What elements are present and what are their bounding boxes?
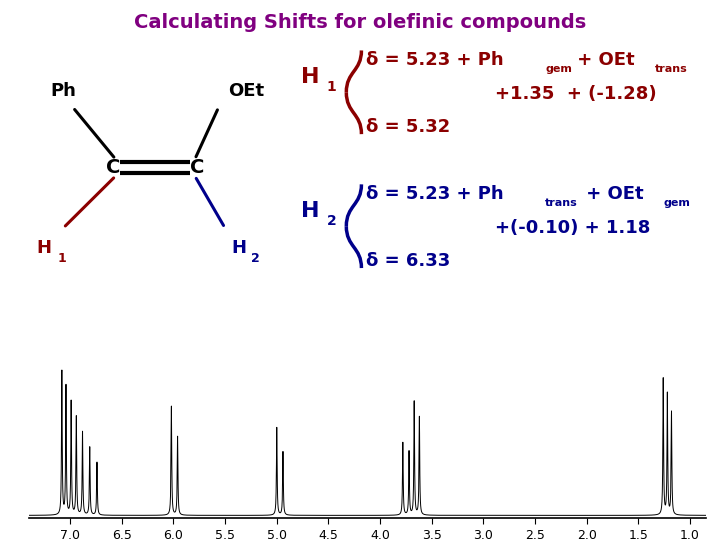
Text: Ph: Ph [50,82,76,99]
Text: δ = 6.33: δ = 6.33 [366,252,450,271]
Text: + OEt: + OEt [580,185,643,204]
Text: C: C [190,158,204,177]
Text: H: H [232,239,247,257]
Text: H: H [37,239,52,257]
Text: δ = 5.23 + Ph: δ = 5.23 + Ph [366,185,503,204]
Text: OEt: OEt [228,82,264,99]
Text: gem: gem [664,198,690,208]
Text: H: H [301,67,320,87]
Text: 2: 2 [251,252,259,265]
Text: +1.35  + (-1.28): +1.35 + (-1.28) [495,85,657,103]
Text: trans: trans [545,198,577,208]
Text: C: C [106,158,120,177]
Text: 2: 2 [327,214,337,228]
Text: 1: 1 [58,252,66,265]
Text: +(-0.10) + 1.18: +(-0.10) + 1.18 [495,219,651,237]
Text: + OEt: + OEt [571,51,634,70]
Text: gem: gem [545,64,572,74]
Text: δ = 5.23 + Ph: δ = 5.23 + Ph [366,51,503,70]
Text: trans: trans [655,64,688,74]
Text: 1: 1 [327,80,337,94]
Text: Calculating Shifts for olefinic compounds: Calculating Shifts for olefinic compound… [134,14,586,32]
Text: δ = 5.32: δ = 5.32 [366,118,450,137]
Text: H: H [301,201,320,221]
